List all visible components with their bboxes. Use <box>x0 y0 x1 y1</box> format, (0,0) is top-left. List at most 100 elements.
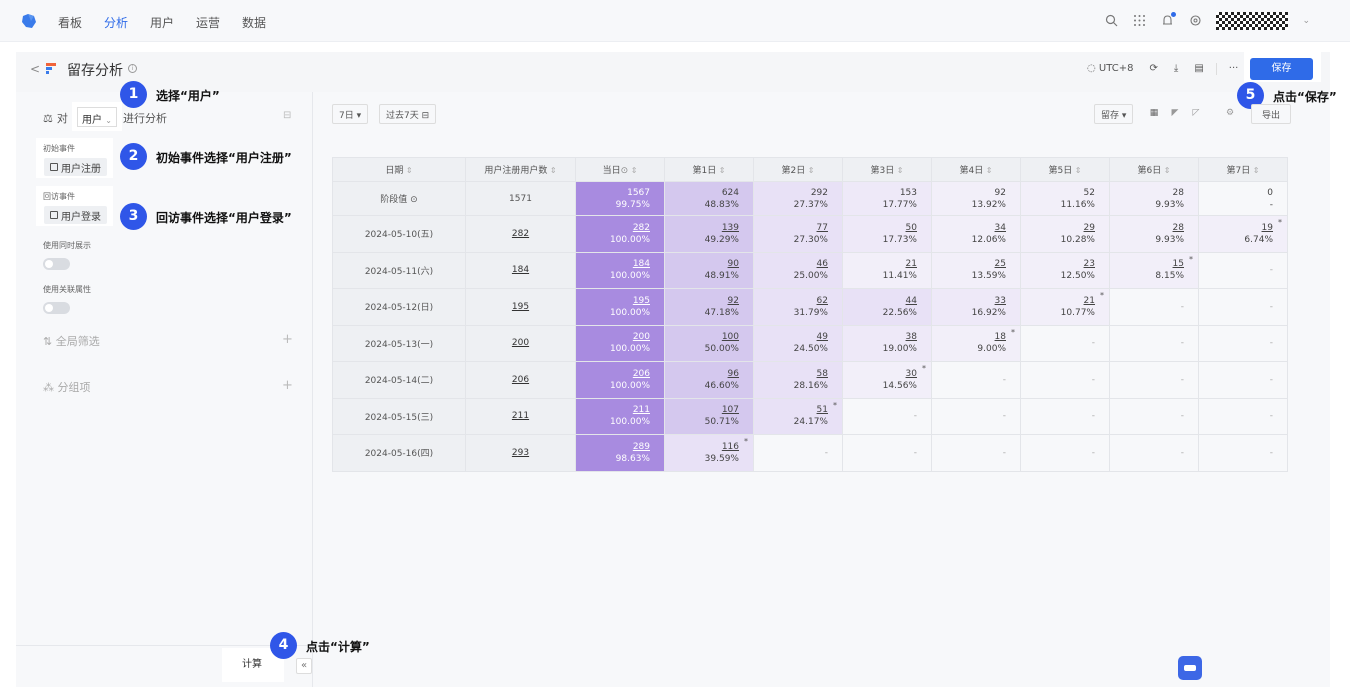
simultaneous-toggle[interactable] <box>43 258 70 270</box>
retention-cell[interactable]: 206 100.00% <box>575 361 665 399</box>
app-logo-icon[interactable] <box>20 12 38 30</box>
document-icon[interactable]: ▤ <box>1194 63 1204 74</box>
retention-cell[interactable]: 19 6.74% * <box>1198 215 1288 253</box>
refresh-icon[interactable]: ⟳ <box>1149 63 1158 74</box>
retention-cell[interactable]: 29 10.28% <box>1020 215 1110 253</box>
retention-cell[interactable]: 50 17.73% <box>842 215 932 253</box>
row-user-count[interactable]: 206 <box>465 361 576 399</box>
column-header[interactable]: 用户注册用户数 ⇕ <box>465 157 576 182</box>
collapse-panel-icon[interactable]: « <box>296 658 312 674</box>
row-user-count-value[interactable]: 282 <box>511 228 530 239</box>
sort-icon[interactable]: ⇕ <box>403 166 413 175</box>
retention-cell[interactable]: 107 50.71% <box>664 397 754 435</box>
related-attr-toggle[interactable] <box>43 302 70 314</box>
info-icon[interactable]: i <box>128 64 137 73</box>
retention-cell[interactable]: 77 27.30% <box>753 215 843 253</box>
sort-icon[interactable]: ⇕ <box>1250 166 1260 175</box>
retention-cell[interactable]: 92 47.18% <box>664 288 754 326</box>
sort-icon[interactable]: ⇕ <box>547 166 557 175</box>
add-filter-icon[interactable]: + <box>282 332 293 347</box>
column-header[interactable]: 第5日 ⇕ <box>1020 157 1110 182</box>
retention-cell[interactable]: 211 100.00% <box>575 397 665 435</box>
row-user-count-value[interactable]: 195 <box>511 301 530 312</box>
date-range-select[interactable]: 过去7天 ⊟ <box>379 104 437 124</box>
sort-icon[interactable]: ⇕ <box>628 166 638 175</box>
add-group-icon[interactable]: + <box>282 378 293 393</box>
retention-cell[interactable]: 33 16.92% <box>931 288 1021 326</box>
row-user-count-value[interactable]: 211 <box>511 411 530 422</box>
column-header[interactable]: 日期 ⇕ <box>332 157 466 182</box>
retention-cell[interactable]: 21 11.41% <box>842 251 932 289</box>
sort-icon[interactable]: ⇕ <box>805 166 815 175</box>
row-user-count-value[interactable]: 184 <box>511 265 530 276</box>
export-button[interactable]: 导出 <box>1251 104 1291 124</box>
initial-event-button[interactable]: 用户注册 <box>44 158 107 176</box>
retention-cell[interactable]: 58 28.16% <box>753 361 843 399</box>
retention-cell[interactable]: 282 100.00% <box>575 215 665 253</box>
retention-cell[interactable]: 18 9.00% * <box>931 324 1021 362</box>
retention-cell[interactable]: 139 49.29% <box>664 215 754 253</box>
row-user-count[interactable]: 293 <box>465 434 576 472</box>
sort-icon[interactable]: ⇕ <box>1072 166 1082 175</box>
column-header[interactable]: 第4日 ⇕ <box>931 157 1021 182</box>
nav-item[interactable]: 数据 <box>242 16 267 30</box>
row-user-count[interactable]: 211 <box>465 397 576 435</box>
retention-cell[interactable]: 25 13.59% <box>931 251 1021 289</box>
nav-item[interactable]: 用户 <box>150 16 175 30</box>
retention-cell[interactable]: 46 25.00% <box>753 251 843 289</box>
retention-cell[interactable]: 15 8.15% * <box>1109 251 1199 289</box>
assistant-bot-icon[interactable] <box>1178 656 1202 680</box>
sort-icon[interactable]: ⇕ <box>983 166 993 175</box>
retention-cell[interactable]: 96 46.60% <box>664 361 754 399</box>
retention-cell[interactable]: 49 24.50% <box>753 324 843 362</box>
return-event-button[interactable]: 用户登录 <box>44 206 107 224</box>
group-row[interactable]: ⁂ 分组项 <box>43 379 91 395</box>
retention-cell[interactable]: 21 10.77% * <box>1020 288 1110 326</box>
period-select[interactable]: 7日 ▾ <box>332 104 369 124</box>
column-header[interactable]: 第3日 ⇕ <box>842 157 932 182</box>
retention-cell[interactable]: 44 22.56% <box>842 288 932 326</box>
layout-icon[interactable]: ⊟ <box>283 110 292 121</box>
table-settings-icon[interactable]: ⚙ <box>1225 108 1235 118</box>
column-header[interactable]: 第7日 ⇕ <box>1198 157 1288 182</box>
bell-icon[interactable] <box>1160 12 1177 28</box>
retention-type-select[interactable]: 留存 ▾ <box>1094 104 1134 124</box>
row-user-count[interactable]: 184 <box>465 251 576 289</box>
column-header[interactable]: 当日⊙ ⇕ <box>575 157 665 182</box>
timezone-button[interactable]: ◌ UTC+8 <box>1083 61 1138 76</box>
retention-cell[interactable]: 34 12.06% <box>931 215 1021 253</box>
search-icon[interactable] <box>1104 14 1118 28</box>
retention-cell[interactable]: 116 39.59% * <box>664 434 754 472</box>
retention-cell[interactable]: 100 50.00% <box>664 324 754 362</box>
row-user-count[interactable]: 282 <box>465 215 576 253</box>
global-filter-row[interactable]: ⇅ 全局筛选 <box>43 333 100 349</box>
row-user-count-value[interactable]: 206 <box>511 374 530 385</box>
download-icon[interactable]: ⤓ <box>1173 63 1179 74</box>
info-icon[interactable]: ⊙ <box>407 195 418 205</box>
nav-item[interactable]: 看板 <box>58 16 83 30</box>
sort-icon[interactable]: ⇕ <box>1161 166 1171 175</box>
info-icon[interactable]: ⊙ <box>620 166 629 176</box>
retention-cell[interactable]: 28 9.93% <box>1109 215 1199 253</box>
retention-cell[interactable]: 30 14.56% * <box>842 361 932 399</box>
nav-item[interactable]: 分析 <box>104 16 129 30</box>
column-header[interactable]: 第1日 ⇕ <box>664 157 754 182</box>
table-view-icon[interactable]: ▦ <box>1149 108 1159 118</box>
save-button[interactable]: 保存 <box>1250 58 1313 80</box>
bar-view-icon[interactable]: ◤ <box>1171 108 1179 118</box>
back-icon[interactable]: < <box>30 62 41 76</box>
row-user-count-value[interactable]: 293 <box>511 447 530 458</box>
retention-cell[interactable]: 90 48.91% <box>664 251 754 289</box>
settings-icon[interactable] <box>1188 14 1202 28</box>
row-user-count[interactable]: 200 <box>465 324 576 362</box>
chevron-down-icon[interactable]: ⌄ <box>1302 16 1310 26</box>
apps-grid-icon[interactable] <box>1132 14 1146 28</box>
retention-cell[interactable]: 184 100.00% <box>575 251 665 289</box>
column-header[interactable]: 第2日 ⇕ <box>753 157 843 182</box>
retention-cell[interactable]: 23 12.50% <box>1020 251 1110 289</box>
retention-cell[interactable]: 51 24.17% * <box>753 397 843 435</box>
user-select[interactable]: 用户 ⌄ <box>77 107 117 127</box>
row-user-count[interactable]: 195 <box>465 288 576 326</box>
retention-cell[interactable]: 38 19.00% <box>842 324 932 362</box>
retention-cell[interactable]: 195 100.00% <box>575 288 665 326</box>
